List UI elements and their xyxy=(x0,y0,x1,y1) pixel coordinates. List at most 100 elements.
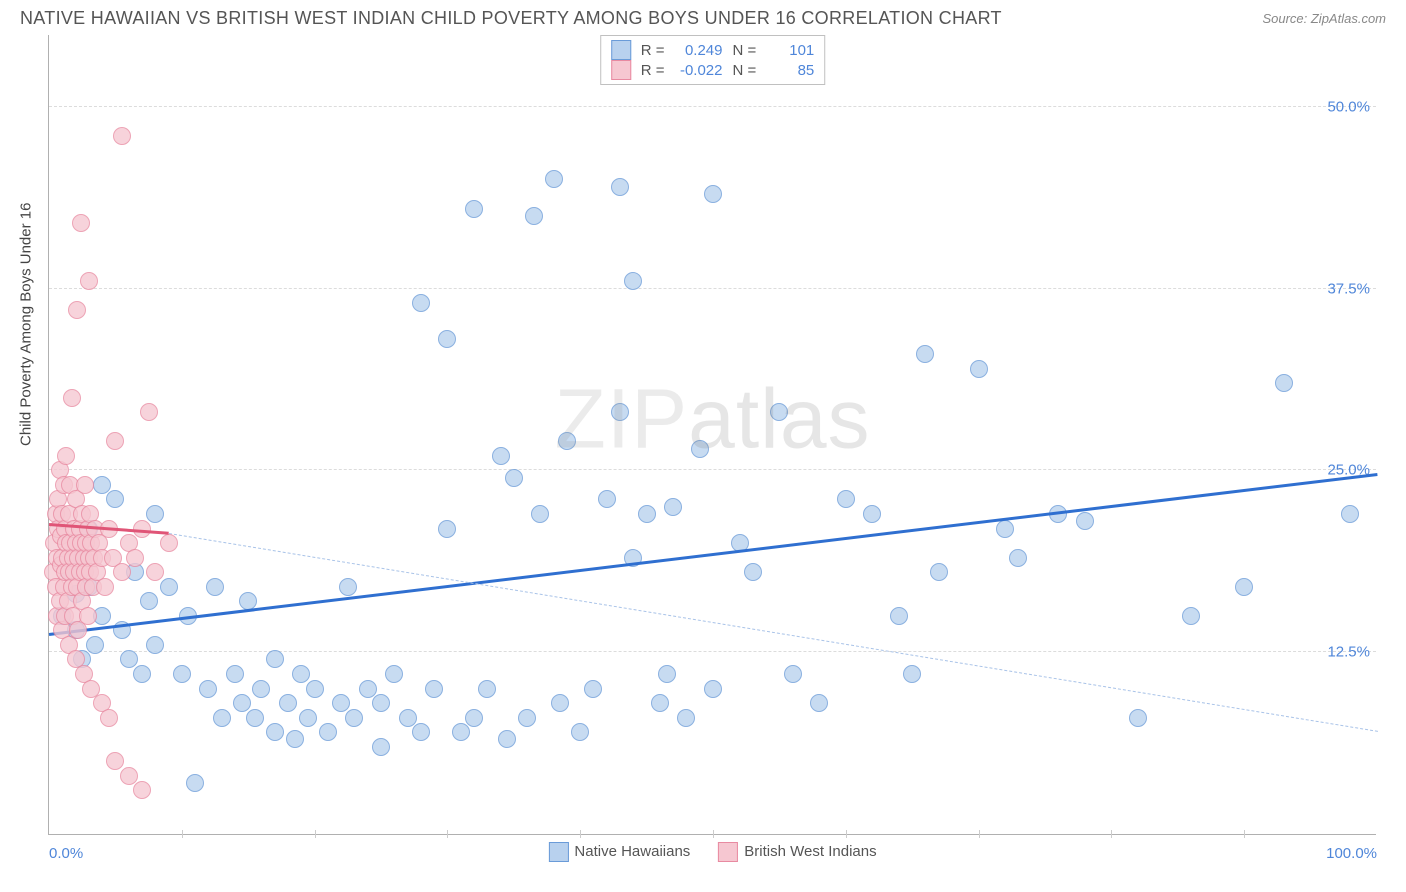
gridline-horizontal xyxy=(49,288,1376,289)
data-point xyxy=(452,723,470,741)
data-point xyxy=(199,680,217,698)
data-point xyxy=(1129,709,1147,727)
data-point xyxy=(492,447,510,465)
data-point xyxy=(518,709,536,727)
gridline-horizontal xyxy=(49,106,1376,107)
gridline-horizontal xyxy=(49,469,1376,470)
y-axis-label: Child Poverty Among Boys Under 16 xyxy=(18,203,35,446)
data-point xyxy=(213,709,231,727)
stats-n-value: 85 xyxy=(766,62,814,79)
data-point xyxy=(146,563,164,581)
stats-n-value: 101 xyxy=(766,42,814,59)
data-point xyxy=(120,650,138,668)
data-point xyxy=(292,665,310,683)
data-point xyxy=(72,214,90,232)
data-point xyxy=(1341,505,1359,523)
data-point xyxy=(525,207,543,225)
data-point xyxy=(252,680,270,698)
data-point xyxy=(372,738,390,756)
watermark: ZIPatlas xyxy=(554,370,870,467)
data-point xyxy=(903,665,921,683)
data-point xyxy=(332,694,350,712)
data-point xyxy=(372,694,390,712)
data-point xyxy=(339,578,357,596)
x-tick-label: 0.0% xyxy=(49,845,83,862)
data-point xyxy=(160,534,178,552)
data-point xyxy=(624,272,642,290)
data-point xyxy=(664,498,682,516)
x-tick-mark xyxy=(1111,830,1112,838)
data-point xyxy=(140,403,158,421)
data-point xyxy=(996,520,1014,538)
data-point xyxy=(598,490,616,508)
x-tick-mark xyxy=(713,830,714,838)
legend-swatch xyxy=(548,842,568,862)
stats-r-label: R = xyxy=(641,62,665,79)
data-point xyxy=(113,563,131,581)
data-point xyxy=(1009,549,1027,567)
data-point xyxy=(704,680,722,698)
x-tick-mark xyxy=(580,830,581,838)
data-point xyxy=(133,781,151,799)
data-point xyxy=(658,665,676,683)
data-point xyxy=(160,578,178,596)
data-point xyxy=(930,563,948,581)
data-point xyxy=(96,578,114,596)
stats-r-label: R = xyxy=(641,42,665,59)
data-point xyxy=(86,636,104,654)
data-point xyxy=(611,403,629,421)
data-point xyxy=(306,680,324,698)
data-point xyxy=(106,752,124,770)
data-point xyxy=(551,694,569,712)
data-point xyxy=(505,469,523,487)
data-point xyxy=(63,389,81,407)
x-tick-mark xyxy=(979,830,980,838)
data-point xyxy=(206,578,224,596)
data-point xyxy=(299,709,317,727)
data-point xyxy=(345,709,363,727)
data-point xyxy=(126,549,144,567)
data-point xyxy=(76,476,94,494)
x-tick-mark xyxy=(846,830,847,838)
data-point xyxy=(93,476,111,494)
data-point xyxy=(584,680,602,698)
y-tick-label: 50.0% xyxy=(1327,98,1370,115)
data-point xyxy=(916,345,934,363)
data-point xyxy=(531,505,549,523)
data-point xyxy=(465,709,483,727)
data-point xyxy=(744,563,762,581)
data-point xyxy=(837,490,855,508)
data-point xyxy=(186,774,204,792)
data-point xyxy=(286,730,304,748)
data-point xyxy=(465,200,483,218)
data-point xyxy=(57,447,75,465)
legend-swatch xyxy=(718,842,738,862)
x-tick-label: 100.0% xyxy=(1326,845,1377,862)
data-point xyxy=(412,723,430,741)
data-point xyxy=(478,680,496,698)
legend-item: Native Hawaiians xyxy=(548,842,690,862)
data-point xyxy=(399,709,417,727)
legend-label: British West Indians xyxy=(744,843,876,860)
data-point xyxy=(704,185,722,203)
data-point xyxy=(651,694,669,712)
data-point xyxy=(133,665,151,683)
x-tick-mark xyxy=(447,830,448,838)
legend-label: Native Hawaiians xyxy=(574,843,690,860)
data-point xyxy=(498,730,516,748)
data-point xyxy=(412,294,430,312)
data-point xyxy=(113,127,131,145)
data-point xyxy=(106,490,124,508)
x-tick-mark xyxy=(1244,830,1245,838)
trend-line xyxy=(49,473,1377,636)
data-point xyxy=(266,650,284,668)
legend-swatch xyxy=(611,60,631,80)
stats-n-label: N = xyxy=(733,62,757,79)
data-point xyxy=(558,432,576,450)
data-point xyxy=(246,709,264,727)
data-point xyxy=(385,665,403,683)
data-point xyxy=(425,680,443,698)
data-point xyxy=(691,440,709,458)
x-tick-mark xyxy=(315,830,316,838)
data-point xyxy=(1275,374,1293,392)
